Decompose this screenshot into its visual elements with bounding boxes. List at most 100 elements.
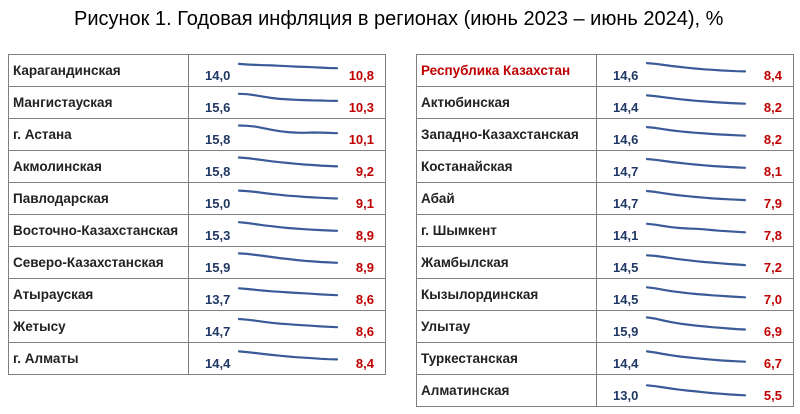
trend-line	[237, 287, 339, 297]
trend-line	[237, 62, 339, 70]
sparkline-chart: 15,9 6,9	[613, 316, 782, 339]
end-value-label: 7,8	[764, 228, 782, 243]
sparkline-cell: 14,7 7,9	[596, 182, 794, 215]
end-value-label: 7,0	[764, 292, 782, 307]
region-name: Туркестанская	[416, 342, 597, 375]
sparkline-chart: 14,7 7,9	[613, 189, 782, 211]
start-value-label: 14,7	[613, 196, 638, 211]
end-value-label: 7,9	[764, 196, 782, 211]
trend-line	[645, 286, 747, 299]
end-value-label: 8,2	[764, 132, 782, 147]
region-row: Жетысу 14,7 8,6	[8, 310, 386, 343]
sparkline-chart: 14,6 8,2	[613, 126, 782, 147]
region-row: Павлодарская 15,0 9,1	[8, 182, 386, 215]
start-value-label: 14,1	[613, 228, 638, 243]
start-value-label: 14,6	[613, 68, 638, 83]
sparkline-chart: 14,4 8,4	[205, 350, 375, 371]
region-row: Улытау 15,9 6,9	[416, 310, 794, 343]
start-value-label: 14,4	[613, 100, 639, 115]
sparkline-chart: 15,6 10,3	[205, 92, 374, 115]
sparkline-cell: 14,1 7,8	[596, 214, 794, 247]
sparkline-cell: 15,9 8,9	[188, 246, 386, 279]
sparkline-cell: 13,7 8,6	[188, 278, 386, 311]
sparkline-cell: 14,7 8,6	[188, 310, 386, 343]
sparkline-chart: 14,1 7,8	[613, 222, 782, 243]
sparkline-cell: 15,8 9,2	[188, 150, 386, 183]
region-row: Северо-Казахстанская 15,9 8,9	[8, 246, 386, 279]
region-name: Мангистауская	[8, 86, 189, 119]
trend-line	[237, 124, 339, 135]
trend-line	[645, 316, 747, 331]
trend-line	[237, 350, 339, 361]
sparkline-chart: 15,8 10,1	[205, 124, 374, 147]
region-name: Восточно-Казахстанская	[8, 214, 189, 247]
trend-line	[645, 94, 747, 105]
start-value-label: 15,9	[613, 324, 638, 339]
start-value-label: 15,8	[205, 132, 230, 147]
trend-line	[645, 350, 747, 363]
region-name: Атырауская	[8, 278, 189, 311]
left-region-table: Карагандинская 14,0 10,8 Мангистауская 15,6 1…	[8, 54, 386, 375]
trend-line	[237, 189, 339, 200]
start-value-label: 15,6	[205, 100, 230, 115]
sparkline-cell: 14,6 8,4	[596, 54, 794, 87]
trend-line	[237, 92, 339, 102]
sparkline-chart: 15,3 8,9	[205, 221, 374, 243]
region-row: Атырауская 13,7 8,6	[8, 278, 386, 311]
trend-line	[645, 384, 747, 397]
start-value-label: 14,6	[613, 132, 638, 147]
region-row: г. Алматы 14,4 8,4	[8, 342, 386, 375]
start-value-label: 13,7	[205, 292, 230, 307]
sparkline-cell: 15,0 9,1	[188, 182, 386, 215]
region-name: Республика Казахстан	[416, 54, 597, 87]
start-value-label: 15,8	[205, 164, 230, 179]
sparkline-chart: 14,5 7,0	[613, 286, 782, 307]
region-row: г. Шымкент 14,1 7,8	[416, 214, 794, 247]
sparkline-chart: 15,0 9,1	[205, 189, 374, 211]
start-value-label: 15,0	[205, 196, 230, 211]
sparkline-cell: 15,6 10,3	[188, 86, 386, 119]
start-value-label: 13,0	[613, 388, 638, 403]
end-value-label: 8,9	[356, 260, 374, 275]
sparkline-cell: 14,4 6,7	[596, 342, 794, 375]
trend-line	[645, 157, 747, 169]
start-value-label: 15,9	[205, 260, 230, 275]
sparkline-cell: 14,5 7,2	[596, 246, 794, 279]
region-row: Алматинская 13,0 5,5	[416, 374, 794, 407]
end-value-label: 8,6	[356, 324, 374, 339]
region-row: Кызылординская 14,5 7,0	[416, 278, 794, 311]
sparkline-chart: 13,0 5,5	[613, 384, 782, 403]
region-row: Абай 14,7 7,9	[416, 182, 794, 215]
region-name: Жамбылская	[416, 246, 597, 279]
sparkline-chart: 14,7 8,6	[205, 317, 374, 339]
start-value-label: 15,3	[205, 228, 230, 243]
region-name: Акмолинская	[8, 150, 189, 183]
region-name: Карагандинская	[8, 54, 189, 87]
region-name: г. Алматы	[8, 342, 189, 375]
region-row: Западно-Казахстанская 14,6 8,2	[416, 118, 794, 151]
region-row: Жамбылская 14,5 7,2	[416, 246, 794, 279]
start-value-label: 14,4	[205, 356, 231, 371]
end-value-label: 8,6	[356, 292, 374, 307]
sparkline-chart: 15,8 9,2	[205, 156, 374, 179]
sparkline-cell: 14,5 7,0	[596, 278, 794, 311]
start-value-label: 14,0	[205, 68, 230, 83]
sparkline-cell: 13,0 5,5	[596, 374, 794, 407]
sparkline-chart: 14,5 7,2	[613, 254, 782, 275]
sparkline-cell: 14,4 8,4	[188, 342, 386, 375]
region-row: Мангистауская 15,6 10,3	[8, 86, 386, 119]
trend-line	[645, 222, 747, 234]
end-value-label: 8,9	[356, 228, 374, 243]
trend-line	[237, 317, 339, 329]
region-name: г. Шымкент	[416, 214, 597, 247]
region-name: Северо-Казахстанская	[8, 246, 189, 279]
region-row: Актюбинская 14,4 8,2	[416, 86, 794, 119]
trend-line	[237, 221, 339, 232]
end-value-label: 8,2	[764, 100, 782, 115]
sparkline-chart: 14,0 10,8	[205, 62, 374, 83]
region-row: Карагандинская 14,0 10,8	[8, 54, 386, 87]
end-value-label: 7,2	[764, 260, 782, 275]
sparkline-chart: 15,9 8,9	[205, 252, 374, 275]
end-value-label: 8,4	[356, 356, 375, 371]
sparkline-chart: 14,7 8,1	[613, 157, 782, 179]
